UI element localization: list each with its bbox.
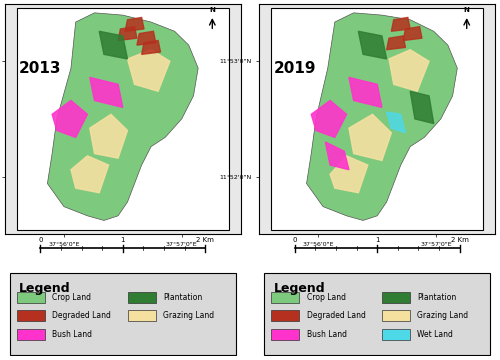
FancyBboxPatch shape [382,329,410,340]
Polygon shape [358,31,386,59]
Polygon shape [99,31,128,59]
Text: 0: 0 [38,237,42,243]
Polygon shape [90,114,128,158]
Text: 1: 1 [375,237,380,243]
FancyBboxPatch shape [128,292,156,302]
Text: Bush Land: Bush Land [52,330,92,339]
Polygon shape [125,17,144,31]
FancyBboxPatch shape [264,273,490,355]
Polygon shape [410,91,434,123]
Polygon shape [392,17,410,31]
FancyBboxPatch shape [271,8,483,230]
FancyBboxPatch shape [382,292,410,302]
Polygon shape [386,36,406,50]
Text: Degraded Land: Degraded Land [306,311,366,320]
FancyBboxPatch shape [271,310,300,321]
Polygon shape [48,13,198,220]
Polygon shape [386,112,406,133]
FancyBboxPatch shape [128,310,156,321]
FancyBboxPatch shape [17,8,229,230]
Text: Wet Land: Wet Land [418,330,453,339]
Text: 2013: 2013 [19,61,61,76]
Text: Crop Land: Crop Land [52,293,91,302]
Polygon shape [90,77,123,107]
Polygon shape [330,156,368,193]
Polygon shape [306,13,458,220]
FancyBboxPatch shape [17,329,45,340]
Polygon shape [52,100,88,138]
FancyBboxPatch shape [271,329,300,340]
FancyBboxPatch shape [271,292,300,302]
Polygon shape [71,156,108,193]
Polygon shape [349,114,392,161]
Polygon shape [128,50,170,91]
FancyBboxPatch shape [10,273,236,355]
Text: Bush Land: Bush Land [306,330,346,339]
Text: Crop Land: Crop Land [306,293,346,302]
Text: Degraded Land: Degraded Land [52,311,111,320]
Text: 2019: 2019 [274,61,316,76]
Text: Legend: Legend [19,282,71,295]
Text: Grazing Land: Grazing Land [418,311,469,320]
Polygon shape [118,27,137,41]
Text: Legend: Legend [274,282,325,295]
Text: Grazing Land: Grazing Land [163,311,214,320]
Text: 2 Km: 2 Km [450,237,468,243]
Text: 0: 0 [292,237,297,243]
FancyBboxPatch shape [17,292,45,302]
Polygon shape [389,50,429,91]
Text: N: N [464,7,469,13]
Text: N: N [210,7,215,13]
Polygon shape [349,77,382,107]
Polygon shape [142,41,161,54]
Polygon shape [403,27,422,41]
Text: 2 Km: 2 Km [196,237,214,243]
FancyBboxPatch shape [382,310,410,321]
Polygon shape [137,31,156,45]
Polygon shape [326,142,349,170]
Text: Plantation: Plantation [418,293,457,302]
Polygon shape [311,100,346,138]
Text: 1: 1 [120,237,125,243]
Text: Plantation: Plantation [163,293,202,302]
FancyBboxPatch shape [17,310,45,321]
